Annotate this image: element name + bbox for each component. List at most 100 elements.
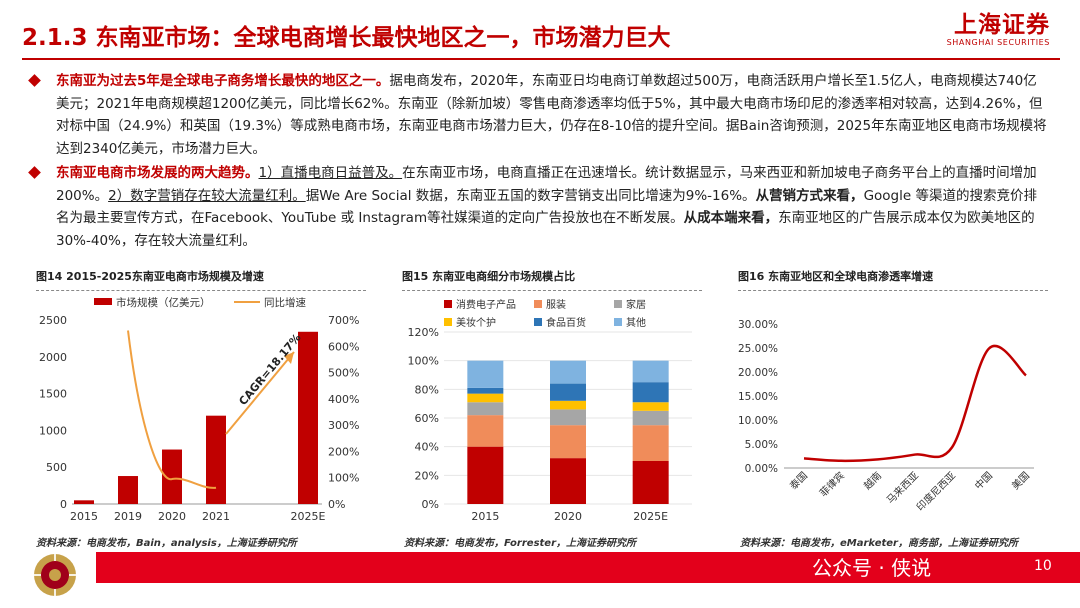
legend-swatch-bar (94, 298, 112, 305)
chart-source: 资料来源：电商发布，Forrester，上海证券研究所 (404, 538, 637, 549)
y-tick-label: 30.00% (738, 319, 778, 331)
chart-source: 资料来源：电商发布，eMarketer，商务部，上海证券研究所 (740, 538, 1018, 549)
y-tick-label: 100% (408, 355, 439, 368)
wechat-watermark: 公众号 · 侠说 (812, 556, 932, 580)
penetration-line (803, 344, 1027, 463)
legend-swatch (444, 300, 452, 308)
stack-segment (550, 425, 586, 459)
legend-swatch (534, 318, 542, 326)
x-tick-label: 2015 (471, 510, 499, 523)
logo-chinese: 上海证券 (954, 12, 1050, 38)
x-tick-label: 2020 (554, 510, 582, 523)
y-tick-label: 25.00% (738, 343, 778, 355)
y-tick-label: 20.00% (738, 367, 778, 379)
y-left-tick-label: 1500 (39, 388, 67, 401)
trend-2-body: 据We Are Social 数据，东南亚五国的数字营销支出同比增速为9%-16… (305, 187, 756, 204)
growth-line (127, 330, 217, 489)
legend-swatch (444, 318, 452, 326)
trend-1-body: 在东南亚市场，电商直播正在迅速增长。统计数据显示，马来西亚和新加坡电子商务平台上… (56, 165, 1037, 204)
stack-segment (550, 400, 586, 410)
x-tick-label: 美国 (1009, 469, 1032, 492)
x-tick-label: 中国 (972, 469, 995, 492)
chart-caption: 图16 东南亚地区和全球电商渗透率增速 (738, 270, 934, 283)
bullet-1: 东南亚为过去5年是全球电子商务增长最快的地区之一。据电商发布，2020年，东南亚… (28, 70, 1048, 160)
diamond-bullet-icon (28, 166, 41, 179)
x-tick-label: 2020 (158, 510, 186, 523)
y-left-tick-label: 0 (60, 498, 67, 511)
stack-segment (550, 383, 586, 401)
trend-1-title: 1）直播电商日益普及。 (258, 165, 403, 181)
bar (298, 331, 318, 504)
y-tick-label: 60% (415, 412, 439, 425)
x-tick-label: 2025E (633, 510, 668, 523)
y-right-tick-label: 700% (328, 314, 359, 327)
y-right-tick-label: 300% (328, 419, 359, 432)
bar (118, 476, 138, 504)
y-left-tick-label: 1000 (39, 424, 67, 437)
category-share-chart: 0% 20% 40% 60% 80% 100% 120% 2015 2020 2025E 消费电子产… (408, 298, 692, 523)
y-tick-label: 5.00% (745, 439, 778, 451)
cagr-annotation: CAGR=18.17% (236, 331, 303, 408)
stack-segment (632, 461, 669, 504)
x-tick-label: 马来西亚 (884, 470, 921, 507)
stack-segment (550, 458, 586, 504)
market-size-chart: 0 500 1000 1500 2000 2500 0% 100% 200% 300% 400% 50… (39, 296, 359, 523)
title-rule (22, 58, 1060, 60)
legend-label: 消费电子产品 (456, 298, 516, 311)
chart-caption: 图15 东南亚电商细分市场规模占比 (402, 270, 576, 283)
stack-segment (632, 410, 669, 426)
x-tick-label: 越南 (861, 469, 884, 492)
x-tick-label: 2019 (114, 510, 142, 523)
company-logo: 上海证券 SHANGHAI SECURITIES (947, 12, 1050, 47)
legend-label: 食品百货 (546, 316, 586, 329)
legend-label: 服装 (546, 298, 566, 311)
y-left-tick-label: 2500 (39, 314, 67, 327)
diamond-bullet-icon (28, 74, 41, 87)
y-tick-label: 40% (415, 441, 439, 454)
x-tick-label: 2021 (202, 510, 230, 523)
chart-panel-penetration: 图16 东南亚地区和全球电商渗透率增速 0.00% 5.00% 10.00% 15.0… (738, 268, 1048, 548)
y-right-tick-label: 400% (328, 393, 359, 406)
legend-label: 市场规模（亿美元） (116, 296, 211, 309)
stack-segment (550, 360, 586, 384)
marketing-lead: 从营销方式来看， (755, 187, 864, 204)
bar (74, 500, 94, 504)
legend-label: 家居 (626, 298, 646, 311)
stack-segment (467, 360, 504, 388)
caption-divider (36, 290, 366, 291)
y-tick-label: 120% (408, 326, 439, 339)
x-tick-label: 菲律宾 (817, 469, 847, 499)
legend-label: 同比增速 (264, 296, 306, 309)
bar (162, 449, 182, 504)
y-right-tick-label: 0% (328, 498, 345, 511)
y-right-tick-label: 600% (328, 340, 359, 353)
chart-panel-category-share: 图15 东南亚电商细分市场规模占比 0% 20% 40% 60% 80% 100% 120%… (402, 268, 702, 548)
chart-caption: 图14 2015-2025东南亚电商市场规模及增速 (36, 270, 264, 283)
caption-divider (402, 290, 702, 291)
chart-source: 资料来源：电商发布，Bain，analysis，上海证券研究所 (36, 538, 297, 549)
stack-segment (467, 387, 504, 394)
legend-label: 美妆个护 (456, 316, 496, 329)
trend-2-title: 2）数字营销存在较大流量红利。 (108, 187, 306, 204)
bullet-2: 东南亚电商市场发展的两大趋势。1）直播电商日益普及。在东南亚市场，电商直播正在迅… (28, 162, 1048, 252)
x-tick-label: 泰国 (787, 469, 810, 492)
cost-body: 东南亚地区的广告展示成本仅为欧美地区的30%-40%，存在较大流量红利。 (56, 210, 1035, 249)
page-number: 10 (1034, 558, 1052, 574)
y-tick-label: 0% (422, 498, 439, 511)
bar (206, 415, 226, 504)
y-right-tick-label: 500% (328, 367, 359, 380)
bullet-2-lead: 东南亚电商市场发展的两大趋势。 (56, 165, 259, 181)
stack-segment (632, 382, 669, 403)
slide-header: 2.1.3 东南亚市场：全球电商增长最快地区之一，市场潜力巨大 上海证券 SHA… (0, 0, 1080, 60)
legend-swatch (534, 300, 542, 308)
marketing-body: Google 等渠道的搜索竞价排名为最主要宣传方式，在Facebook、YouT… (56, 187, 1037, 227)
bullet-list: 东南亚为过去5年是全球电子商务增长最快的地区之一。据电商发布，2020年，东南亚… (28, 70, 1048, 254)
y-left-tick-label: 500 (46, 461, 67, 474)
logo-english: SHANGHAI SECURITIES (946, 38, 1050, 47)
y-tick-label: 20% (415, 469, 439, 482)
cost-lead: 从成本端来看， (683, 210, 779, 226)
stack-segment (467, 393, 504, 403)
x-tick-label: 2025E (291, 510, 326, 523)
penetration-chart: 0.00% 5.00% 10.00% 15.00% 20.00% 25.00% 30.00%… (738, 319, 1034, 513)
stack-segment (632, 425, 669, 461)
